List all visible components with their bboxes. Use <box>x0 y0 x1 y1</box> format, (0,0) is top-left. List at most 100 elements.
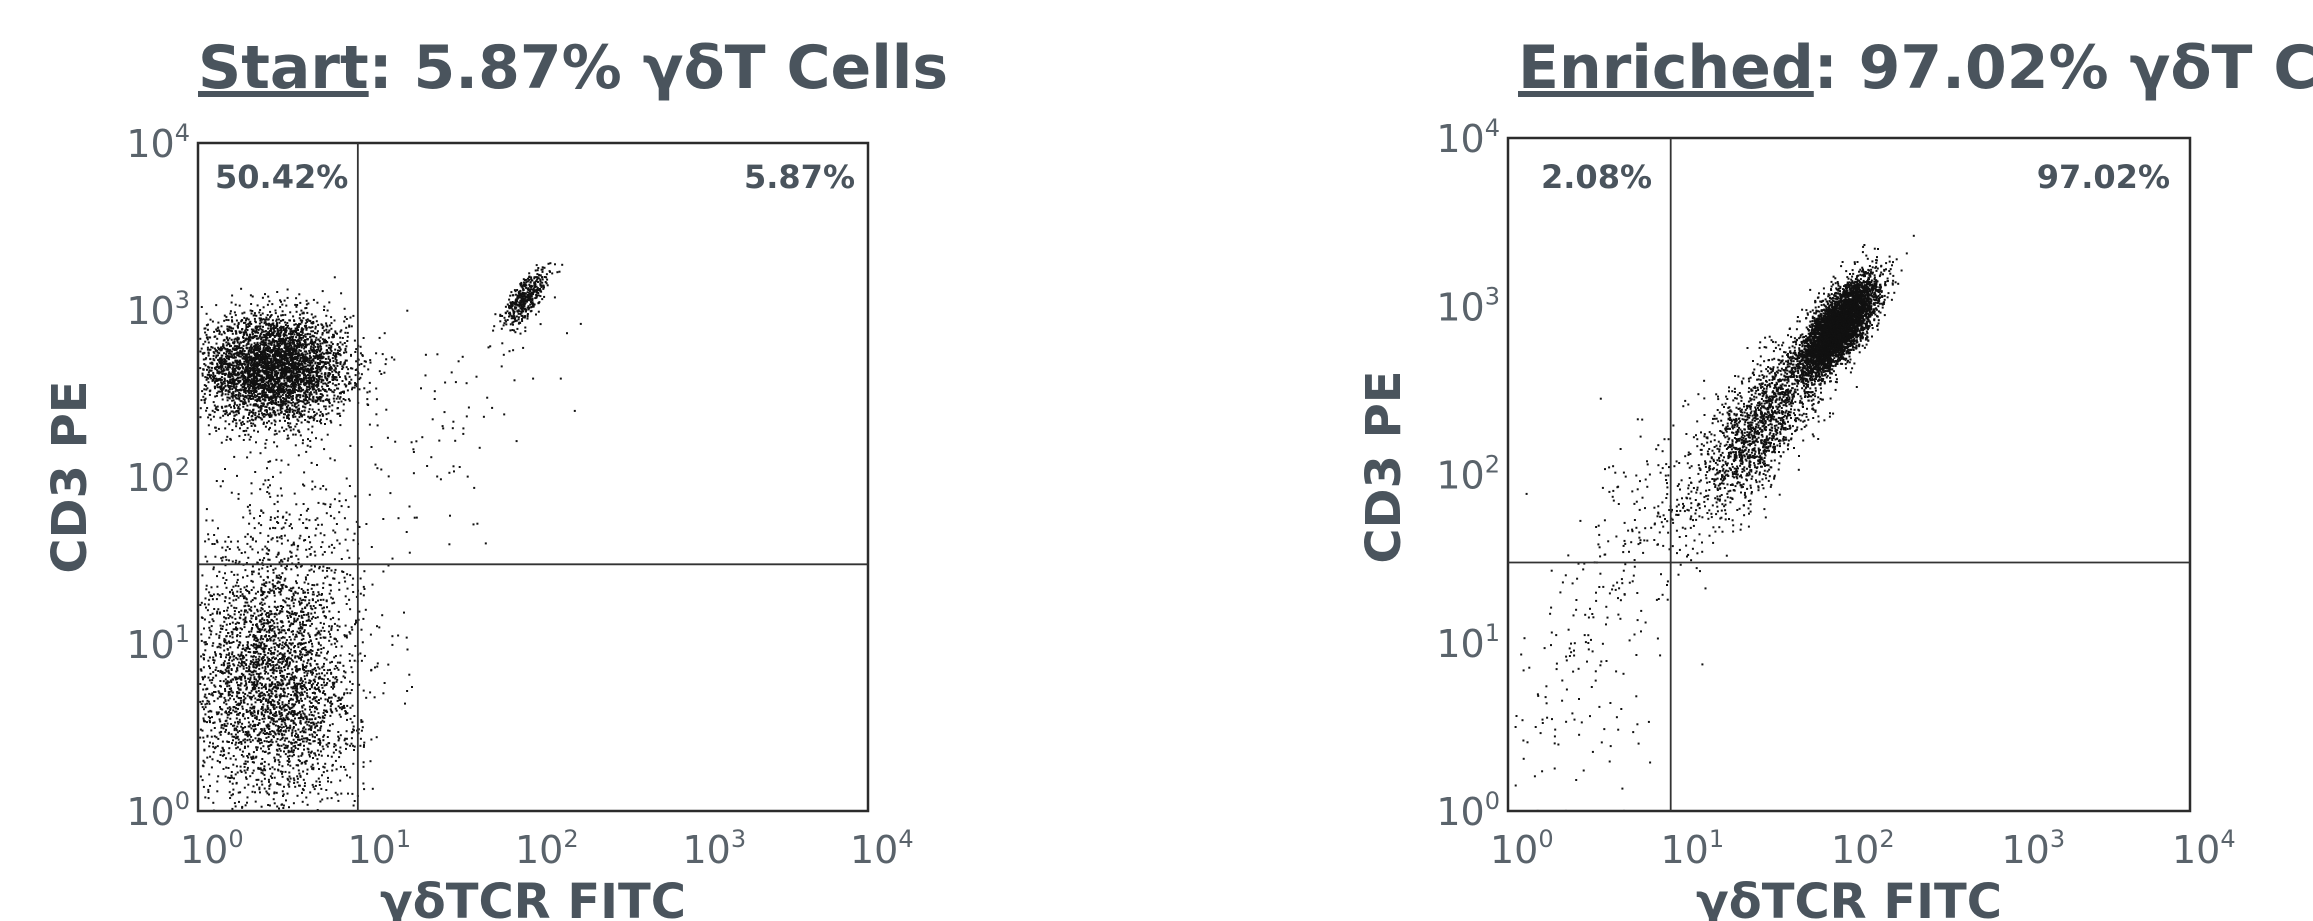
scatter-point <box>289 377 292 380</box>
scatter-point <box>254 404 257 407</box>
scatter-point <box>319 345 322 348</box>
scatter-point <box>306 352 309 355</box>
scatter-point <box>292 428 295 431</box>
scatter-point <box>241 328 244 330</box>
scatter-point <box>253 391 255 394</box>
scatter-point <box>200 347 203 350</box>
scatter-point <box>261 387 264 390</box>
scatter-point <box>212 371 215 374</box>
scatter-point <box>216 330 219 332</box>
scatter-point <box>362 585 365 588</box>
scatter-point <box>270 382 273 385</box>
scatter-point <box>313 417 316 420</box>
scatter-point <box>323 766 326 769</box>
scatter-point <box>322 765 325 768</box>
scatter-point <box>245 319 247 322</box>
scatter-point <box>253 761 255 764</box>
scatter-point <box>306 318 309 321</box>
scatter-point <box>273 395 276 398</box>
scatter-point <box>299 682 302 685</box>
scatter-point <box>235 422 238 425</box>
scatter-point <box>291 404 294 407</box>
scatter-point <box>211 363 214 366</box>
scatter-point <box>237 653 240 656</box>
scatter-point <box>284 321 287 324</box>
scatter-point <box>208 433 211 436</box>
scatter-point <box>298 340 301 343</box>
scatter-point <box>324 405 327 408</box>
scatter-point <box>293 367 296 370</box>
scatter-point <box>261 608 264 611</box>
scatter-point <box>286 358 289 361</box>
scatter-point <box>304 335 307 338</box>
scatter-point <box>263 386 266 389</box>
scatter-point <box>363 387 366 390</box>
scatter-point <box>242 595 245 598</box>
scatter-point <box>273 356 276 359</box>
scatter-point <box>291 389 294 392</box>
scatter-point <box>306 374 309 376</box>
scatter-point <box>209 418 212 421</box>
scatter-point <box>354 374 357 377</box>
scatter-point <box>220 386 222 389</box>
scatter-point <box>301 414 304 417</box>
scatter-point <box>257 590 259 593</box>
scatter-point <box>207 791 210 793</box>
scatter-point <box>248 630 251 633</box>
scatter-point <box>203 351 206 354</box>
scatter-point <box>295 396 298 399</box>
scatter-point <box>266 370 269 373</box>
scatter-point <box>269 327 272 330</box>
scatter-point <box>235 397 238 400</box>
scatter-point <box>202 368 205 371</box>
scatter-point <box>252 412 255 415</box>
scatter-point <box>332 360 335 363</box>
scatter-point <box>304 362 307 365</box>
scatter-point <box>264 647 267 650</box>
scatter-point <box>322 340 325 343</box>
scatter-point <box>312 419 315 422</box>
scatter-point <box>280 354 283 356</box>
scatter-point <box>308 351 311 354</box>
scatter-point <box>286 337 289 339</box>
scatter-point <box>275 401 277 404</box>
scatter-point <box>265 371 268 374</box>
scatter-point <box>303 365 306 368</box>
scatter-point <box>291 371 293 374</box>
scatter-point <box>280 330 283 333</box>
scatter-point <box>278 639 281 642</box>
scatter-point <box>256 650 259 653</box>
scatter-point <box>303 671 306 674</box>
scatter-point <box>305 578 307 581</box>
scatter-point <box>344 385 347 388</box>
scatter-point <box>303 642 305 645</box>
scatter-point <box>297 404 300 407</box>
scatter-point <box>221 373 224 375</box>
scatter-point <box>289 374 292 377</box>
scatter-point <box>221 359 224 362</box>
scatter-point <box>325 328 328 331</box>
scatter-point <box>245 366 248 369</box>
scatter-point <box>233 664 236 667</box>
scatter-point <box>305 399 308 402</box>
scatter-point <box>279 342 282 344</box>
scatter-point <box>295 379 298 382</box>
scatter-point <box>263 787 266 790</box>
scatter-point <box>300 400 303 403</box>
scatter-point <box>344 315 347 318</box>
scatter-point <box>284 660 287 663</box>
scatter-point <box>210 346 213 348</box>
scatter-point <box>322 388 325 391</box>
scatter-point <box>346 774 348 777</box>
scatter-point <box>283 705 286 707</box>
scatter-point <box>283 429 286 432</box>
scatter-point <box>246 366 249 369</box>
scatter-point <box>220 378 223 381</box>
scatter-point <box>278 321 281 324</box>
scatter-point <box>304 526 307 529</box>
scatter-point <box>207 377 210 380</box>
scatter-point <box>305 307 308 309</box>
scatter-point <box>232 369 235 371</box>
scatter-point <box>254 320 257 323</box>
scatter-point <box>230 327 233 330</box>
